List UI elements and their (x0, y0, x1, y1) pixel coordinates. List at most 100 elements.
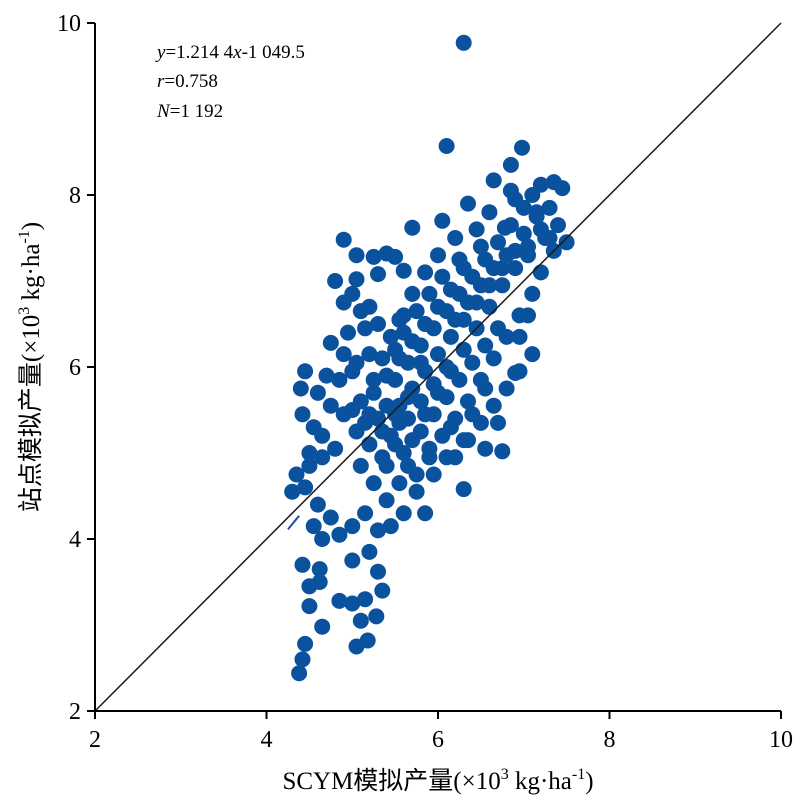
data-point (361, 543, 378, 560)
data-point (485, 260, 502, 277)
data-point (344, 402, 361, 418)
x-tick-label: 4 (261, 727, 273, 753)
data-point (412, 393, 429, 410)
data-point (374, 449, 391, 466)
data-point (434, 268, 451, 285)
data-point (335, 346, 352, 363)
x-axis-title: SCYM模拟产量(×103 kg·ha-1) (282, 766, 593, 795)
data-point (294, 651, 311, 668)
data-point (464, 354, 481, 371)
data-point (327, 440, 344, 457)
data-point (340, 324, 356, 341)
y-ticks: 2 4 6 8 10 (57, 11, 95, 725)
data-point (408, 483, 425, 500)
data-point (361, 436, 378, 453)
data-point (348, 247, 365, 264)
data-point (532, 264, 549, 281)
data-point (477, 337, 494, 354)
y-tick-label: 8 (69, 183, 81, 209)
data-point (468, 221, 485, 238)
data-point (322, 509, 339, 526)
data-point (370, 522, 386, 539)
x-tick-label: 10 (769, 727, 793, 753)
data-point (447, 449, 464, 466)
data-point (554, 180, 571, 197)
data-point (541, 199, 558, 216)
data-point (425, 466, 442, 483)
data-point (502, 217, 519, 234)
data-point (498, 247, 515, 264)
data-point (438, 138, 455, 154)
data-point (455, 34, 472, 51)
data-point (365, 475, 382, 492)
data-point (481, 204, 498, 221)
data-point (417, 505, 434, 522)
data-point (352, 612, 369, 629)
data-point (309, 496, 326, 513)
data-point (430, 346, 446, 363)
data-point (524, 346, 541, 363)
data-point (382, 518, 399, 535)
data-point (515, 199, 532, 216)
data-point (331, 592, 348, 609)
data-point (301, 598, 318, 615)
data-point (395, 505, 412, 522)
data-point (335, 231, 352, 248)
data-point (498, 380, 515, 397)
data-point (322, 397, 339, 414)
data-point (357, 505, 374, 522)
data-point (442, 281, 459, 298)
data-point (391, 475, 408, 492)
data-point (434, 212, 451, 229)
data-point (460, 195, 476, 212)
x-tick-label: 2 (89, 727, 101, 753)
data-point (344, 552, 361, 569)
data-point (412, 423, 429, 440)
data-point (331, 371, 348, 388)
y-tick-label: 6 (69, 355, 81, 381)
y-tick-label: 2 (69, 699, 81, 725)
data-point (378, 367, 395, 384)
data-point (294, 406, 311, 423)
data-point (490, 414, 506, 431)
data-point (395, 307, 412, 324)
data-point (387, 436, 404, 453)
data-point (404, 285, 421, 302)
data-point (412, 354, 429, 371)
data-point (348, 638, 365, 655)
data-point (472, 277, 489, 294)
data-point (314, 531, 331, 547)
data-point (490, 320, 506, 337)
data-point (391, 350, 408, 367)
data-point (507, 260, 524, 277)
data-point (348, 271, 365, 288)
data-point (327, 273, 344, 289)
data-point (404, 219, 421, 236)
data-point (485, 350, 502, 367)
data-point (502, 156, 519, 173)
data-point (365, 371, 382, 388)
data-point (297, 363, 314, 380)
data-point (515, 225, 532, 242)
data-point (472, 414, 489, 431)
data-point (421, 449, 438, 466)
data-point (528, 208, 545, 225)
data-point (494, 277, 511, 294)
reference-line-1-1 (94, 22, 782, 712)
data-point (430, 298, 446, 315)
data-point (472, 371, 489, 388)
data-points (284, 34, 575, 682)
data-point (485, 172, 502, 189)
data-point (311, 574, 328, 590)
data-point (447, 410, 464, 427)
data-point (352, 457, 369, 474)
data-point (395, 262, 412, 279)
data-point (460, 393, 476, 410)
data-point (485, 397, 502, 414)
data-point (472, 238, 489, 255)
data-point (309, 384, 326, 401)
data-point (455, 260, 472, 277)
data-point (294, 556, 311, 573)
y-tick-label: 10 (57, 11, 81, 37)
